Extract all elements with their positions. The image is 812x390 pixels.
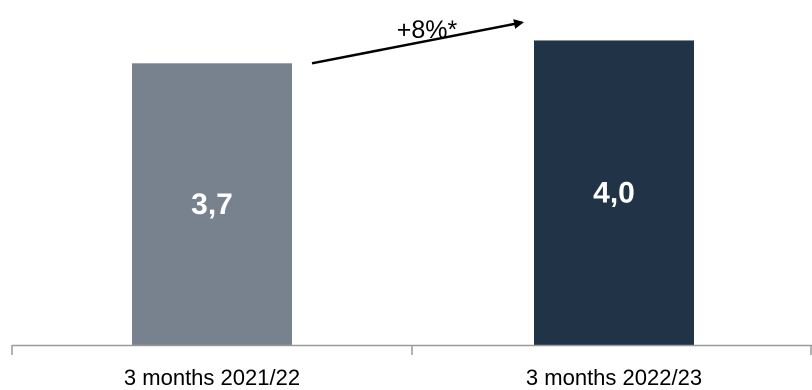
- bar-value-label-2: 4,0: [593, 177, 635, 210]
- growth-annotation-label: +8%*: [397, 16, 458, 44]
- x-axis: [11, 344, 812, 355]
- bar-1: [132, 63, 292, 345]
- bar-2: [534, 40, 694, 346]
- category-label-1: 3 months 2021/22: [124, 365, 300, 390]
- bar-value-label-1: 3,7: [191, 188, 233, 221]
- bars-layer: [132, 40, 694, 346]
- growth-annotation: +8%*: [311, 16, 524, 65]
- labels-layer: 3,7 3 months 2021/22 4,0 3 months 2022/23: [124, 177, 702, 390]
- category-label-2: 3 months 2022/23: [526, 365, 702, 390]
- growth-arrow: [311, 19, 524, 65]
